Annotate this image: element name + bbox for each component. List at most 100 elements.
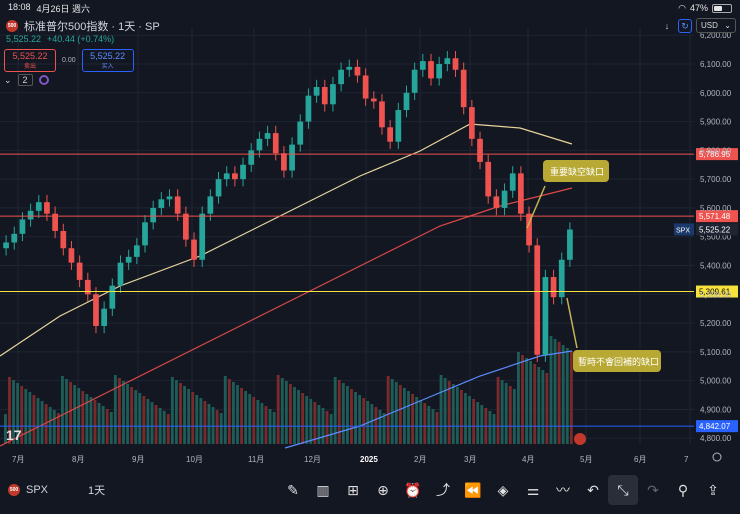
volume-bar (370, 404, 374, 444)
volume-bar (150, 402, 154, 444)
volume-bar (557, 342, 561, 444)
arrow-down-icon[interactable]: ↓ (664, 21, 670, 31)
replay-icon[interactable]: ⏪ (464, 481, 482, 498)
level-label-bg (696, 285, 738, 298)
volume-bar (199, 398, 203, 444)
volume-bar (52, 410, 56, 444)
candle-body (264, 133, 271, 139)
candle-body (35, 202, 42, 211)
volume-bar (394, 382, 398, 444)
candle-body (27, 210, 34, 220)
pencil-icon[interactable]: ✎ (287, 481, 299, 498)
x-tick-label: 7 (684, 455, 689, 464)
candle-body (338, 69, 344, 85)
volume-bar (411, 394, 414, 444)
y-tick-label: 5,200.00 (700, 319, 732, 328)
volume-bar (85, 394, 89, 444)
volume-bar (346, 386, 349, 444)
volume-bar (227, 379, 231, 444)
volume-bar (374, 407, 378, 444)
interval-selector[interactable]: 1天 (88, 485, 106, 497)
sell-price: 5,525.22 (12, 51, 48, 61)
compare-icon[interactable]: 〰 (556, 482, 570, 498)
level-label: 5,786.95 (699, 150, 731, 159)
candle-body (346, 66, 353, 70)
candle-body (362, 75, 369, 99)
alarm-icon[interactable]: ⏰ (404, 481, 422, 498)
volume-bar (309, 399, 313, 444)
volume-bar (44, 404, 48, 444)
volume-bar (40, 401, 44, 444)
chevron-down-icon[interactable]: ⌄ (4, 74, 12, 85)
settings-icon[interactable]: ⚌ (526, 481, 540, 498)
fullscreen-icon[interactable]: ⤡ (608, 475, 638, 505)
layers-icon[interactable]: ◈ (497, 481, 509, 498)
add-icon[interactable]: ⊕ (377, 481, 389, 498)
candle-body (199, 213, 206, 260)
sync-icon[interactable]: ↻ (678, 19, 692, 33)
candle-body (493, 196, 500, 208)
volume-bar (20, 386, 24, 444)
buy-label: 买入 (101, 64, 114, 70)
y-tick-label: 5,800.00 (700, 146, 732, 155)
volume-bar (179, 383, 182, 444)
wifi-icon: ◠ (678, 2, 686, 13)
last-price: 5,525.22 (6, 34, 42, 44)
volume-bar (93, 400, 97, 444)
candle-body (297, 121, 304, 145)
chart-type-icon[interactable]: ▥ (316, 481, 330, 498)
y-tick-label: 5,100.00 (700, 348, 732, 357)
candle-body (240, 164, 246, 180)
candle-body (485, 161, 492, 197)
candle-body (477, 138, 483, 162)
indicator-toggle[interactable]: ⌄ 2 (4, 74, 49, 86)
currency-select[interactable]: USD ⌄ (696, 18, 736, 33)
candle-body (223, 173, 230, 180)
candle-body (133, 245, 140, 257)
candle-body (232, 173, 238, 180)
chevron-down-icon: ⌄ (724, 21, 731, 30)
volume-bar (508, 386, 512, 444)
candle-body (428, 61, 434, 79)
candle-body (44, 202, 50, 214)
candle-body (419, 61, 426, 70)
indicator-icon[interactable] (38, 75, 49, 85)
volume-bar (297, 390, 300, 444)
volume-bar (313, 402, 317, 444)
price-summary: 5,525.22 +40.44 (+0.74%) (6, 34, 114, 44)
volume-bar (65, 379, 68, 444)
candle-body (330, 84, 336, 105)
symbol-selector[interactable]: 500 SPX (8, 484, 88, 496)
share-icon[interactable]: ⇪ (707, 481, 719, 498)
candle-body (174, 196, 181, 214)
volume-bar (183, 386, 186, 444)
price-chart[interactable]: 5,786.95 5,571.48 5,309.61 4,842.07 6,200.00… (0, 16, 740, 466)
redo-icon[interactable]: ↷ (647, 481, 659, 498)
volume-bar (284, 381, 288, 444)
chart-area[interactable]: 5,786.95 5,571.48 5,309.61 4,842.07 6,200.00… (0, 16, 740, 466)
candle-body (354, 66, 361, 76)
watchlist-icon[interactable]: ⚲ (677, 481, 689, 498)
candle-body (117, 262, 124, 286)
layout-icon[interactable]: ⊞ (347, 481, 359, 498)
volume-bar (455, 387, 459, 444)
candle-body (305, 95, 312, 122)
symbol-label: SPX (26, 484, 49, 496)
volume-bar (142, 396, 146, 444)
volume-bar (77, 388, 81, 444)
symbol-header[interactable]: 500 标准普尔500指数 · 1天 · SP (6, 18, 160, 34)
indicator-icon[interactable]: ⤴ (436, 482, 450, 498)
sell-button[interactable]: 5,525.22 卖出 (4, 49, 56, 72)
volume-bar (81, 391, 85, 444)
volume-bar (569, 351, 573, 444)
volume-bar (101, 406, 105, 444)
candle-body (256, 138, 263, 151)
buy-button[interactable]: 5,525.22 买入 (81, 49, 134, 72)
candle-body (207, 196, 214, 214)
volume-bar (460, 390, 463, 444)
undo-icon[interactable]: ↶ (587, 481, 599, 498)
volume-bar (130, 387, 134, 444)
drawing-tools: ✎ ▥ ⊞ ⊕ ⏰ ⤴ ⏪ ◈ ⚌ 〰 ↶ ⤡ ↷ ⚲ ⇪ (278, 475, 728, 505)
candle-body (436, 63, 443, 79)
candle-body (567, 229, 573, 260)
